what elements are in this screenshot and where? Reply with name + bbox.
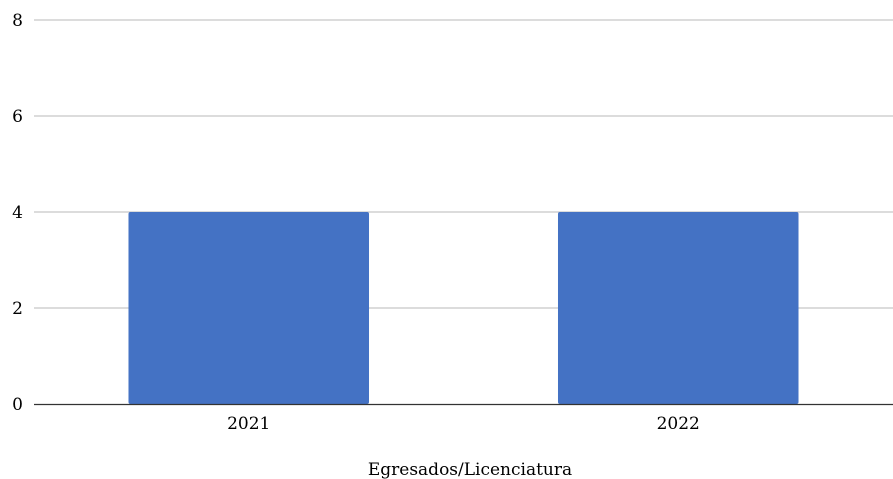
y-tick-label: 2 (12, 299, 23, 319)
x-axis-tick-labels: 2021 2022 (227, 414, 700, 434)
x-axis-title: Egresados/Licenciatura (368, 460, 572, 479)
bar-2021 (128, 212, 370, 404)
x-tick-label: 2021 (227, 414, 270, 434)
x-tick-label: 2022 (657, 414, 700, 434)
bar-2022 (557, 212, 799, 404)
bars (128, 212, 799, 404)
y-tick-label: 0 (12, 395, 23, 415)
y-axis-tick-labels: 0 2 4 6 8 (12, 11, 23, 415)
y-tick-label: 8 (12, 11, 23, 31)
y-tick-label: 4 (12, 203, 23, 223)
y-tick-label: 6 (12, 107, 23, 127)
